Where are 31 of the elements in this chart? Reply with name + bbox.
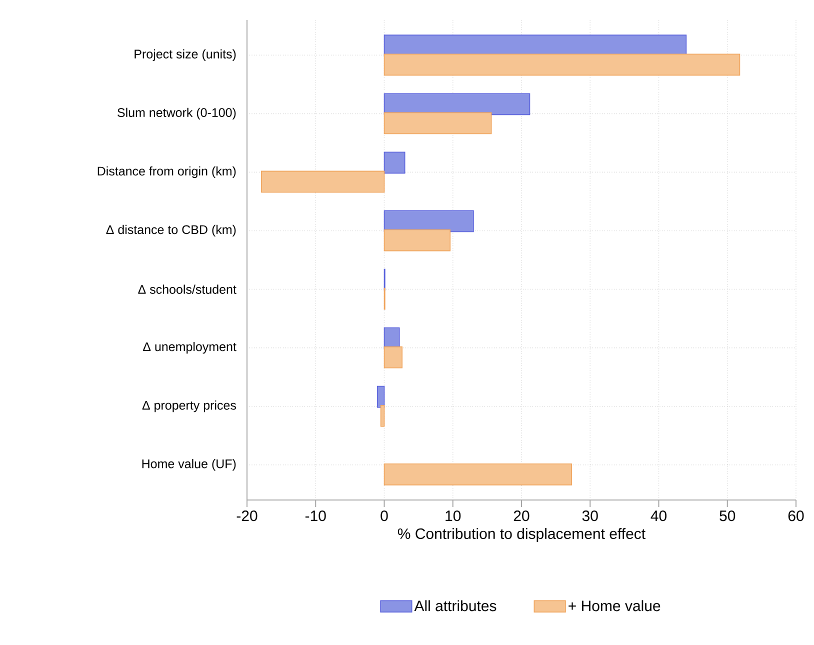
- bar: [384, 152, 406, 174]
- x-tick-label: -20: [236, 510, 258, 522]
- y-tick-label: Home value (UF): [142, 459, 236, 471]
- y-tick-label: Δ schools/student: [138, 284, 236, 294]
- legend-label: All attributes: [414, 600, 496, 612]
- y-tick-label: Slum network (0-100): [118, 108, 236, 120]
- bar: [384, 112, 492, 134]
- x-tick-label: 20: [514, 510, 530, 522]
- x-tick-label: -10: [305, 510, 326, 522]
- y-tick-label: Project size (units): [134, 49, 236, 61]
- x-tick-label: 0: [380, 510, 388, 522]
- y-tick-label: Distance from origin (km): [98, 166, 236, 178]
- x-tick-label: 30: [582, 510, 598, 522]
- bar: [384, 463, 572, 486]
- bar: [384, 229, 451, 252]
- y-tick-label: Δ property prices: [142, 400, 236, 412]
- x-tick-label: 40: [650, 510, 666, 522]
- bar: [384, 210, 474, 232]
- y-tick-label: Δ distance to CBD (km): [106, 224, 236, 237]
- bar: [376, 386, 385, 408]
- x-tick-label: 50: [720, 510, 736, 522]
- bar: [261, 170, 385, 193]
- x-tick-label: 60: [788, 510, 804, 522]
- legend-label: + Home value: [568, 600, 660, 612]
- bar: [384, 54, 740, 76]
- bar: [384, 93, 530, 116]
- bar: [384, 346, 402, 368]
- bar: [380, 404, 385, 427]
- x-axis-title: % Contribution to displacement effect: [398, 528, 646, 542]
- x-tick-label: 10: [446, 510, 461, 522]
- y-tick-label: Δ unemployment: [143, 342, 236, 354]
